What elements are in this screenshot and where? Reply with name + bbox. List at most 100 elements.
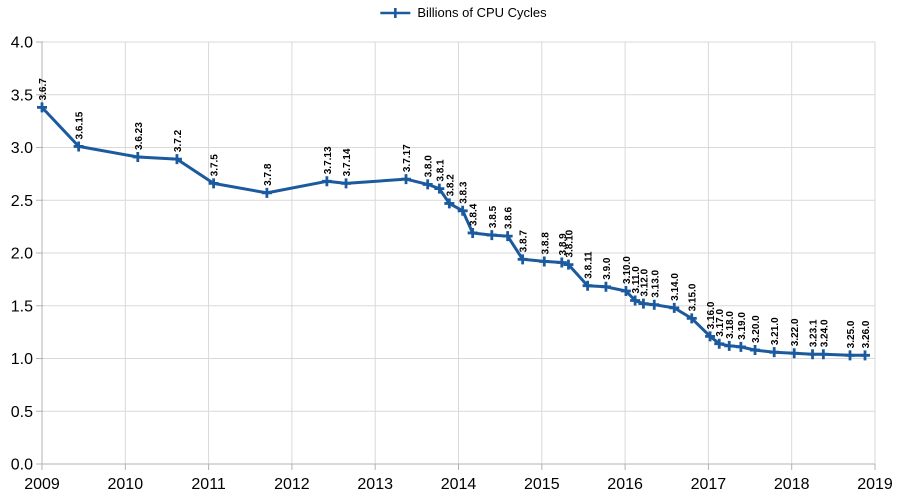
x-tick-label: 2010 <box>108 476 144 493</box>
data-point-marker <box>261 187 272 198</box>
data-point-label: 3.8.1 <box>435 159 446 182</box>
data-point-label: 3.8.11 <box>584 251 595 279</box>
data-point-marker <box>669 302 680 313</box>
y-tick-label: 2.0 <box>11 246 33 263</box>
data-point-label: 3.14.0 <box>670 273 681 301</box>
data-point-label: 3.7.5 <box>210 154 221 177</box>
x-tick-label: 2009 <box>24 476 60 493</box>
y-tick-label: 1.5 <box>11 298 33 315</box>
data-point-marker <box>171 154 182 165</box>
data-point-label: 3.20.0 <box>751 315 762 343</box>
data-point-label: 3.6.7 <box>38 78 49 101</box>
data-point-label: 3.7.13 <box>323 146 334 174</box>
data-point-marker <box>422 179 433 190</box>
y-tick-label: 1.0 <box>11 351 33 368</box>
data-point-label: 3.25.0 <box>846 320 857 348</box>
data-point-marker <box>486 230 497 241</box>
data-point-marker <box>434 183 445 194</box>
y-tick-label: 3.5 <box>11 87 33 104</box>
data-point-marker <box>620 285 631 296</box>
data-point-label: 3.22.0 <box>790 318 801 346</box>
y-tick-label: 3.0 <box>11 140 33 157</box>
data-point-marker <box>807 349 818 360</box>
data-point-label: 3.8.6 <box>504 206 515 229</box>
data-point-label: 3.24.0 <box>819 319 830 347</box>
data-point-label: 3.11.0 <box>631 266 642 294</box>
y-tick-label: 0.0 <box>11 457 33 474</box>
data-point-marker <box>444 198 455 209</box>
y-tick-label: 0.5 <box>11 404 33 421</box>
data-point-label: 3.17.0 <box>715 308 726 336</box>
data-point-marker <box>556 257 567 268</box>
data-point-label: 3.19.0 <box>737 312 748 340</box>
data-point-marker <box>37 102 47 113</box>
data-point-label: 3.13.0 <box>650 269 661 297</box>
data-point-label: 3.8.7 <box>519 230 530 253</box>
x-tick-label: 2014 <box>441 476 477 493</box>
data-point-marker <box>600 281 611 292</box>
data-point-label: 3.10.0 <box>622 256 633 284</box>
data-point-marker <box>789 348 800 359</box>
data-point-marker <box>705 331 716 342</box>
data-point-label: 3.7.14 <box>342 148 353 176</box>
data-point-label: 3.8.2 <box>445 174 456 197</box>
data-point-marker <box>502 231 513 242</box>
data-point-marker <box>208 178 219 189</box>
data-point-marker <box>457 205 468 216</box>
data-point-marker <box>401 174 412 185</box>
x-tick-label: 2017 <box>691 476 727 493</box>
data-point-marker <box>467 227 478 238</box>
data-point-marker <box>73 141 84 152</box>
x-tick-label: 2013 <box>357 476 393 493</box>
data-point-marker <box>539 256 550 267</box>
chart-legend: Billions of CPU Cycles <box>379 5 547 20</box>
data-point-marker <box>845 350 856 361</box>
data-point-label: 3.7.8 <box>263 163 274 186</box>
x-tick-label: 2011 <box>191 476 226 493</box>
data-point-label: 3.8.3 <box>459 181 470 204</box>
data-point-label: 3.8.9 <box>558 233 569 256</box>
y-tick-label: 2.5 <box>11 193 33 210</box>
data-point-label: 3.21.0 <box>770 317 781 345</box>
data-point-label: 3.8.5 <box>488 205 499 228</box>
data-point-label: 3.8.0 <box>424 155 435 178</box>
data-point-marker <box>321 176 332 187</box>
data-point-marker <box>818 349 829 360</box>
data-point-marker <box>686 313 697 324</box>
x-tick-label: 2015 <box>524 476 560 493</box>
data-point-marker <box>769 347 780 358</box>
data-point-marker <box>132 151 143 162</box>
data-point-marker <box>341 178 352 189</box>
data-point-label: 3.8.4 <box>469 203 480 226</box>
data-point-label: 3.6.15 <box>75 111 86 139</box>
data-point-marker <box>714 338 725 349</box>
data-point-label: 3.7.17 <box>402 144 413 172</box>
data-point-label: 3.26.0 <box>861 320 872 348</box>
data-point-marker <box>649 299 660 310</box>
y-tick-label: 4.0 <box>11 35 33 52</box>
data-point-label: 3.15.0 <box>688 283 699 311</box>
data-point-label: 3.18.0 <box>725 311 736 339</box>
data-point-marker <box>750 345 761 356</box>
legend-line-marker-icon <box>380 7 411 18</box>
legend-label: Billions of CPU Cycles <box>417 5 547 20</box>
data-point-marker <box>860 350 871 361</box>
data-point-marker <box>582 280 593 291</box>
data-point-marker <box>517 254 528 265</box>
x-tick-label: 2019 <box>857 476 893 493</box>
data-point-label: 3.23.1 <box>809 319 820 347</box>
data-point-label: 3.9.0 <box>602 257 613 280</box>
x-tick-label: 2016 <box>607 476 643 493</box>
data-point-label: 3.8.8 <box>540 232 551 255</box>
data-point-label: 3.12.0 <box>639 268 650 296</box>
x-tick-label: 2018 <box>774 476 810 493</box>
data-point-marker <box>638 298 649 309</box>
data-point-label: 3.8.10 <box>564 229 575 257</box>
data-point-marker <box>724 340 735 351</box>
data-point-marker <box>735 341 746 352</box>
data-point-label: 3.6.23 <box>134 122 145 150</box>
data-point-marker <box>563 259 574 270</box>
data-point-label: 3.7.2 <box>173 129 184 152</box>
